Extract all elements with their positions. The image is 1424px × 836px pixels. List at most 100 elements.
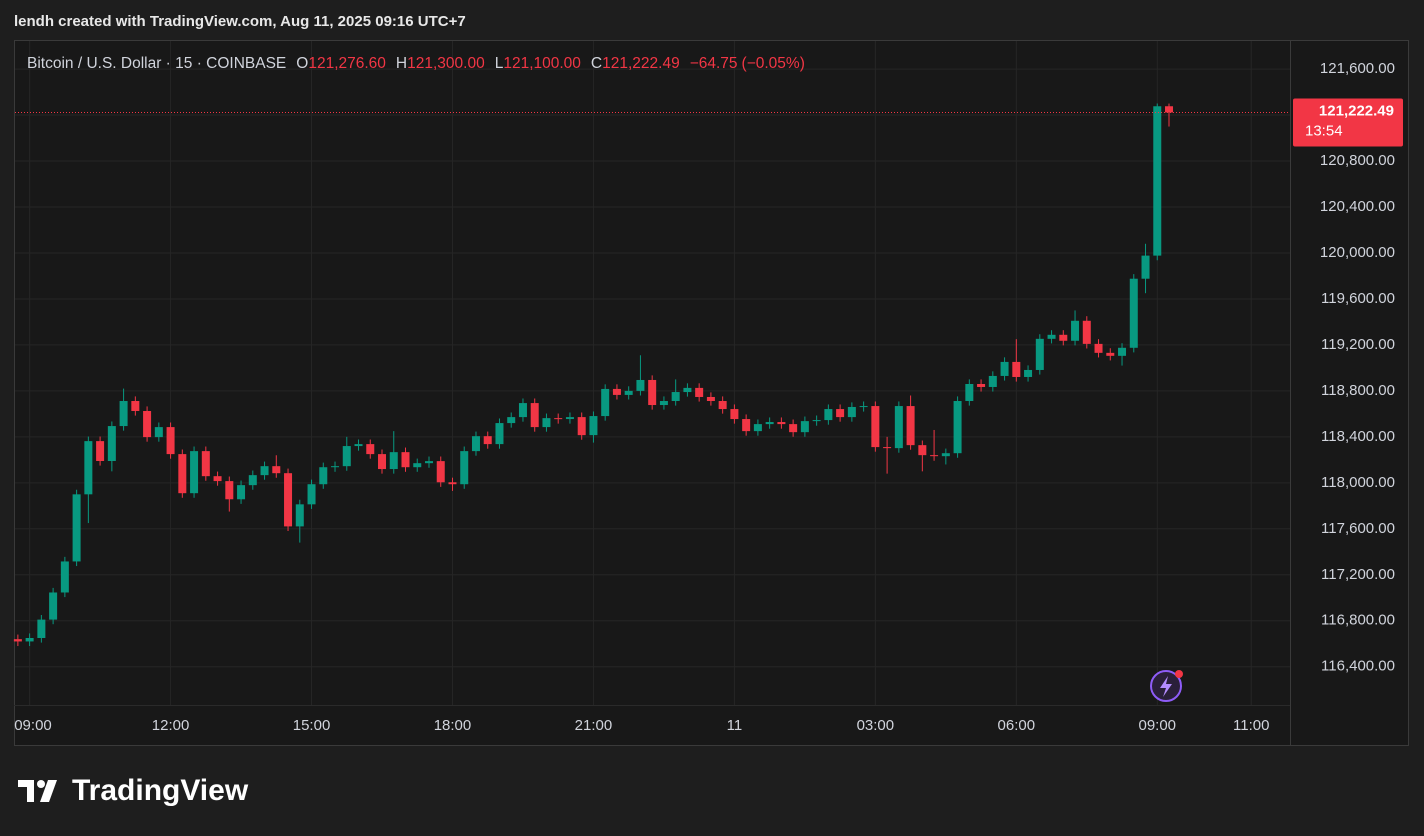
candle-body <box>530 403 539 428</box>
candle-body <box>331 466 340 468</box>
candle-body <box>894 406 903 449</box>
candle-body <box>154 427 163 438</box>
y-tick-label: 117,600.00 <box>1321 520 1395 537</box>
candle-body <box>260 466 269 476</box>
legend: Bitcoin / U.S. Dollar · 15 · COINBASE O12… <box>27 55 805 72</box>
candle-body <box>1094 343 1103 353</box>
candle-body <box>107 426 116 462</box>
candle-body <box>413 463 422 468</box>
candle-body <box>131 401 140 412</box>
candle-body <box>495 423 504 445</box>
candle-body <box>753 424 762 432</box>
candle-body <box>96 441 105 462</box>
candle-body <box>941 453 950 457</box>
candle-body <box>284 473 293 527</box>
y-tick-label: 118,800.00 <box>1321 382 1395 399</box>
candle-body <box>225 481 234 500</box>
y-tick-label: 119,600.00 <box>1321 290 1395 307</box>
candle-body <box>883 447 892 449</box>
candle-body <box>178 454 187 494</box>
x-tick-label: 03:00 <box>857 717 895 734</box>
logo-slash <box>40 780 57 802</box>
x-tick-label: 06:00 <box>998 717 1036 734</box>
countdown: 13:54 <box>1305 122 1343 139</box>
candle-body <box>460 451 469 485</box>
candle-body <box>965 383 974 402</box>
candle-body <box>1153 106 1162 256</box>
candle-body <box>119 401 128 427</box>
chart-frame <box>14 40 1409 746</box>
x-tick-label: 09:00 <box>14 717 52 734</box>
y-tick-label: 116,800.00 <box>1321 612 1395 629</box>
candle-body <box>836 409 845 418</box>
y-tick-label: 116,400.00 <box>1321 658 1395 675</box>
candle-body <box>354 444 363 447</box>
x-tick-label: 18:00 <box>434 717 472 734</box>
y-tick-label: 121,600.00 <box>1320 60 1395 77</box>
candle-body <box>366 444 375 455</box>
candle-body <box>906 406 915 446</box>
candle-body <box>624 390 633 395</box>
candle-body <box>695 387 704 397</box>
y-tick-label: 117,200.00 <box>1321 566 1395 583</box>
candle-body <box>742 419 751 432</box>
candle-body <box>859 406 868 408</box>
symbol: Bitcoin / U.S. Dollar · 15 · COINBASE <box>27 55 286 72</box>
ohlc-prefix: C <box>591 55 602 72</box>
ohlc-value: 121,100.00 <box>503 55 581 72</box>
candle-body <box>1141 255 1150 279</box>
candle-body <box>953 401 962 454</box>
candle-body <box>518 403 527 418</box>
candle-body <box>1012 361 1021 377</box>
candle-body <box>1165 106 1174 113</box>
candle-body <box>307 484 316 505</box>
candles <box>13 103 1174 647</box>
candle-body <box>166 427 175 455</box>
candle-body <box>718 401 727 410</box>
candle-body <box>800 421 809 433</box>
y-tick-label: 119,200.00 <box>1321 336 1395 353</box>
overlay: 121,222.49 13:54 Bitcoin / U.S. Dollar · 1… <box>15 55 1403 147</box>
x-tick-label: 11 <box>727 717 743 734</box>
candle-body <box>930 455 939 457</box>
y-tick-label: 120,000.00 <box>1320 244 1395 261</box>
candle-body <box>1129 278 1138 348</box>
last-price-tag <box>1293 98 1403 147</box>
candle-body <box>378 454 387 470</box>
candle-body <box>871 406 880 448</box>
candle-body <box>1071 320 1080 341</box>
candle-body <box>706 396 715 402</box>
footer-logo: TradingView <box>18 774 249 807</box>
candle-body <box>84 441 93 495</box>
candle-body <box>1024 369 1033 377</box>
y-tick-label: 120,800.00 <box>1320 152 1395 169</box>
icon-bolt[interactable] <box>1160 676 1172 697</box>
ohlc-prefix: L <box>495 55 504 72</box>
y-tick-label: 120,400.00 <box>1320 198 1395 215</box>
change: −64.75 <box>690 55 738 72</box>
candle-body <box>636 379 645 391</box>
candle-body <box>295 504 304 527</box>
icon-badge[interactable] <box>1175 670 1183 678</box>
candle-body <box>1106 352 1115 356</box>
candle-body <box>612 388 621 395</box>
candle-body <box>72 494 81 562</box>
candle-body <box>589 416 598 436</box>
assistant-icon[interactable] <box>1150 670 1183 702</box>
candle-body <box>683 387 692 393</box>
candle-body <box>13 639 22 642</box>
candle-body <box>765 422 774 425</box>
candle-body <box>424 461 433 464</box>
logo-dot <box>37 780 45 788</box>
candle-body <box>483 436 492 445</box>
x-tick-label: 15:00 <box>293 717 331 734</box>
candle-body <box>471 436 480 452</box>
ohlc-prefix: H <box>396 55 407 72</box>
last-price-label: 121,222.49 <box>1319 102 1394 119</box>
candle-body <box>60 561 69 593</box>
candle-body <box>1035 338 1044 370</box>
candle-body <box>49 592 58 620</box>
candle-body <box>977 383 986 387</box>
candle-body <box>401 452 410 468</box>
